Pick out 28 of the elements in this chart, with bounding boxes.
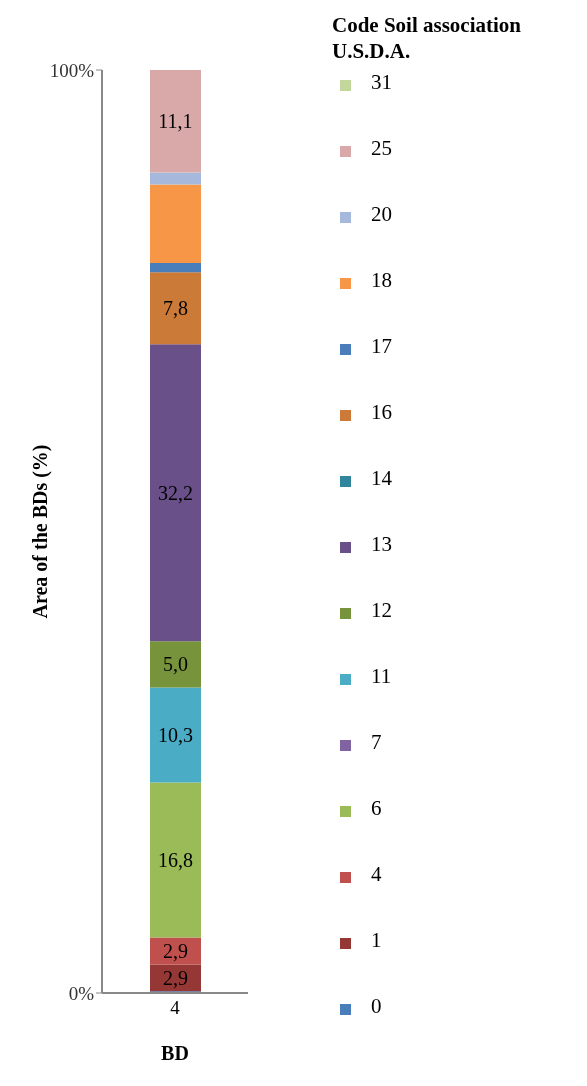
data-label: 2,9 <box>163 966 188 989</box>
legend-label: 4 <box>371 862 382 887</box>
data-label: 32,2 <box>158 481 193 504</box>
legend-label: 17 <box>371 334 392 359</box>
legend-label: 31 <box>371 70 392 95</box>
y-axis-title: Area of the BDs (%) <box>29 444 53 619</box>
x-axis-title: BD <box>161 1042 189 1064</box>
data-label: 2,9 <box>163 940 188 962</box>
legend-title: Code Soil association U.S.D.A. <box>332 12 523 64</box>
data-label: 16,8 <box>158 849 193 872</box>
data-label: 11,1 <box>158 110 193 133</box>
legend-label: 13 <box>371 532 392 557</box>
legend-label: 25 <box>371 136 392 161</box>
legend-label: 14 <box>371 466 392 491</box>
legend-label: 7 <box>371 730 382 755</box>
legend-label: 16 <box>371 400 392 425</box>
data-label: 7,8 <box>163 297 188 320</box>
legend-label: 6 <box>371 796 382 821</box>
data-label: 10,3 <box>158 724 193 747</box>
y-tick-label: 100% <box>49 59 95 81</box>
legend-label: 1 <box>371 928 382 953</box>
legend-label: 11 <box>371 664 392 689</box>
data-label: 5,0 <box>163 653 188 676</box>
legend-label: 20 <box>371 202 392 227</box>
y-tick-label: 0% <box>68 982 95 1004</box>
legend-label: 12 <box>371 598 392 623</box>
legend-label: 0 <box>371 994 382 1019</box>
legend-label: 18 <box>371 268 392 293</box>
